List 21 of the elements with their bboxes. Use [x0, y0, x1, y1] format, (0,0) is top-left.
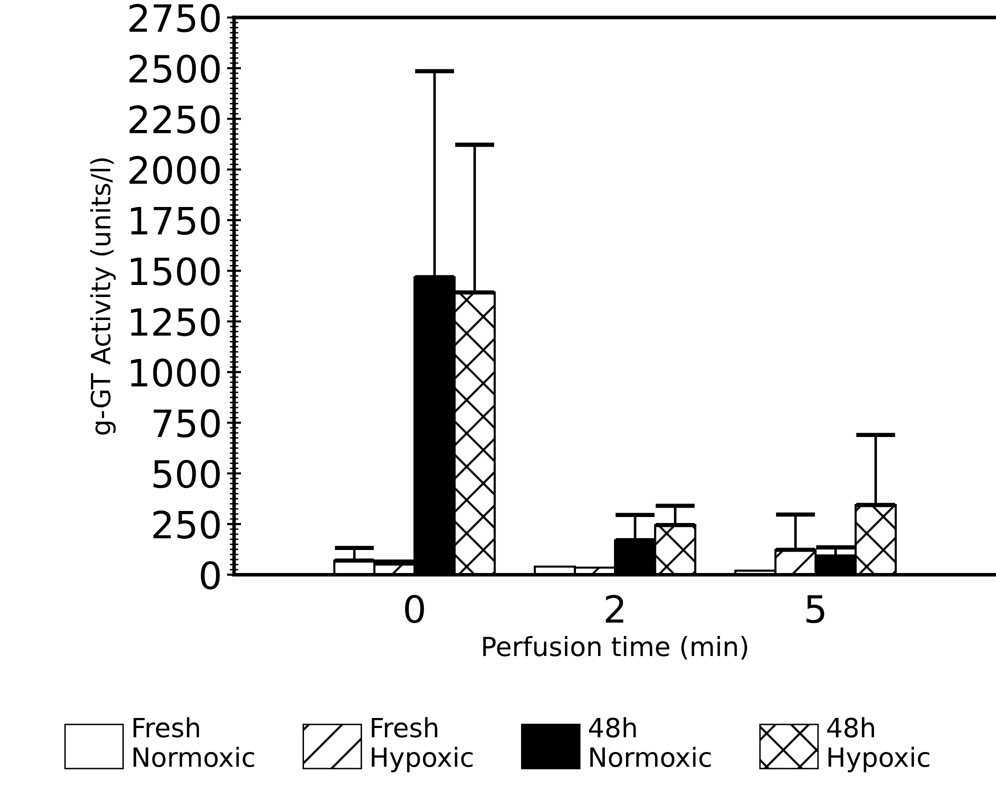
y-tick-label: 250 — [153, 510, 220, 539]
x-axis-title: Perfusion time (min) — [483, 636, 748, 660]
legend-label: 48h Normoxic — [589, 717, 711, 768]
y-axis-title: g-GT Activity (units/l) — [90, 158, 116, 435]
y-tick-label: 1750 — [130, 206, 220, 235]
y-tick-label: 750 — [154, 409, 220, 438]
y-tick-label: 500 — [154, 460, 220, 488]
y-tick-label: 1250 — [130, 308, 220, 336]
y-tick-label: 2000 — [130, 156, 220, 184]
legend-label: Fresh Normoxic — [134, 717, 254, 768]
x-tick-label: 5 — [806, 595, 824, 624]
y-tick-label: 0 — [200, 561, 220, 590]
y-tick-label: 2250 — [130, 105, 220, 134]
y-tick-label: 2500 — [130, 54, 220, 83]
legend-label: 48h Hypoxic — [827, 717, 930, 772]
x-tick-label: 2 — [606, 594, 624, 623]
legend-label: Fresh Hypoxic — [372, 717, 473, 772]
y-tick-label: 1500 — [130, 257, 220, 286]
y-tick-label: 1000 — [130, 358, 220, 387]
y-tick-label: 2750 — [130, 4, 220, 32]
x-tick-label: 0 — [405, 594, 424, 624]
